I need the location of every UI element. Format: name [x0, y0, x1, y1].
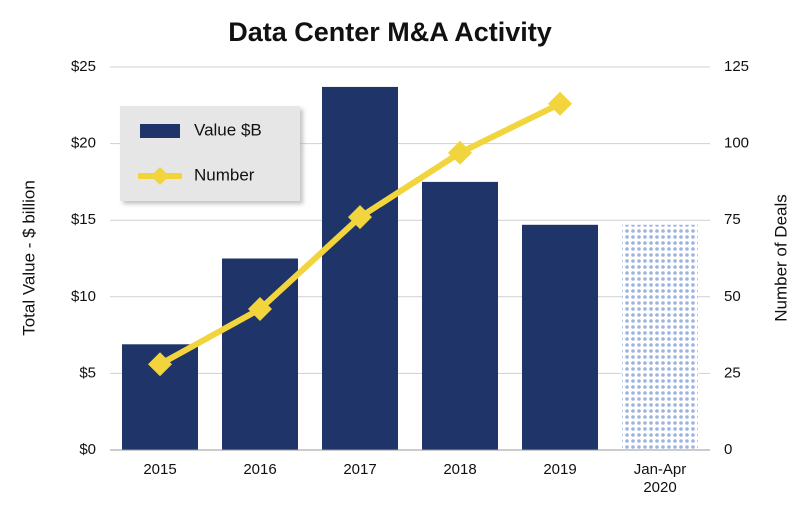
- y-tick-label: $20: [71, 135, 96, 152]
- x-tick-label: 2019: [543, 461, 576, 478]
- bar: [322, 86, 398, 450]
- y-tick-label: $0: [79, 441, 96, 458]
- y2-tick-label: 125: [724, 58, 749, 75]
- x-tick-label: 2017: [343, 461, 376, 478]
- y2-tick-label: 100: [724, 135, 749, 152]
- bar: [222, 258, 298, 450]
- line-marker: [548, 91, 572, 116]
- bar: [422, 181, 498, 450]
- line-marker: [148, 352, 172, 377]
- y-tick-label: $10: [71, 288, 96, 305]
- y2-tick-label: 50: [724, 288, 741, 305]
- y-tick-label: $5: [79, 364, 96, 381]
- y-tick-label: $15: [71, 211, 96, 228]
- y2-tick-label: 75: [724, 211, 741, 228]
- y-axis-label: Total Value - $ billion: [19, 180, 38, 336]
- y2-axis-label: Number of Deals: [771, 194, 790, 322]
- bar: [522, 224, 598, 450]
- line-marker: [448, 140, 472, 165]
- bar: [622, 224, 698, 450]
- legend: Value $B Number: [120, 106, 300, 201]
- x-tick-label: Jan-Apr 2020: [634, 461, 687, 496]
- line-marker: [248, 297, 272, 322]
- legend-marker: [151, 167, 169, 185]
- y2-tick-label: 25: [724, 364, 741, 381]
- legend-label: Value $B: [194, 120, 262, 139]
- legend-swatch: [140, 124, 180, 138]
- x-tick-label: 2015: [143, 461, 176, 478]
- y2-tick-label: 0: [724, 441, 732, 458]
- x-tick-label: 2018: [443, 461, 476, 478]
- chart-title: Data Center M&A Activity: [228, 17, 552, 47]
- legend-box: [120, 106, 300, 201]
- line-marker: [348, 205, 372, 230]
- y-tick-label: $25: [71, 58, 96, 75]
- legend-label: Number: [194, 165, 255, 184]
- x-tick-label: 2016: [243, 461, 276, 478]
